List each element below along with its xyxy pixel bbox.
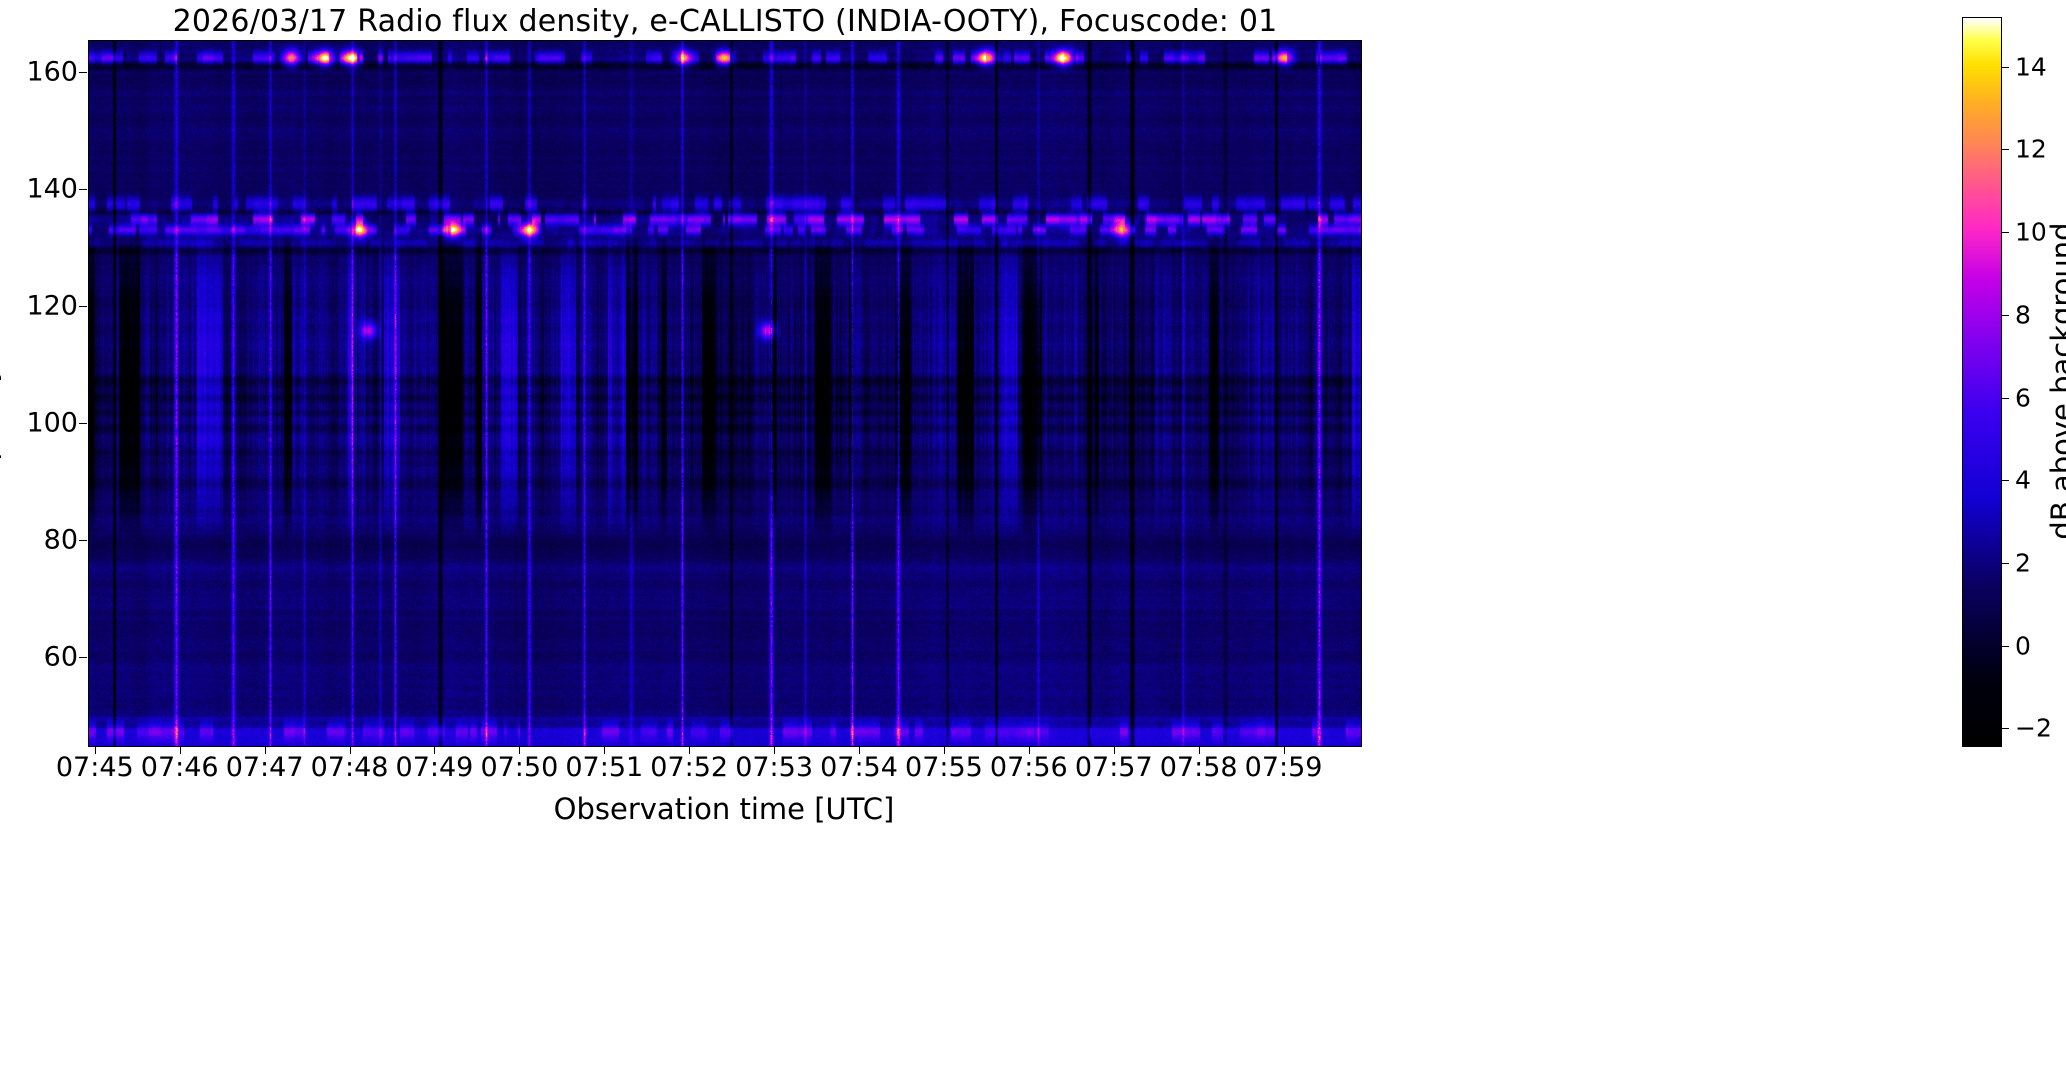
x-tick-label: 07:57 (1074, 752, 1153, 783)
x-tick-label: 07:47 (225, 752, 304, 783)
x-tick-mark (264, 746, 266, 754)
x-tick-label: 07:49 (395, 752, 474, 783)
x-tick-mark (604, 746, 606, 754)
x-tick-mark (1283, 746, 1285, 754)
colorbar-tick-label: 14 (2015, 52, 2047, 82)
x-tick-label: 07:50 (480, 752, 559, 783)
colorbar-tick-label: 8 (2015, 300, 2031, 330)
colorbar-tick-mark (2001, 480, 2009, 482)
x-axis-label: Observation time [UTC] (553, 792, 895, 826)
x-tick-label: 07:53 (735, 752, 813, 783)
figure-title: 2026/03/17 Radio flux density, e-CALLIST… (172, 4, 1278, 39)
y-tick-label: 140 (26, 173, 78, 205)
y-tick-mark (79, 72, 87, 74)
x-tick-mark (1198, 746, 1200, 754)
x-tick-label: 07:45 (55, 752, 134, 783)
y-tick-mark (79, 189, 87, 191)
y-tick-mark (79, 423, 87, 425)
x-tick-mark (349, 746, 351, 754)
colorbar-tick-mark (2001, 645, 2009, 647)
x-tick-label: 07:58 (1159, 752, 1238, 783)
colorbar (1962, 17, 2002, 747)
y-tick-label: 100 (26, 407, 78, 439)
x-tick-mark (179, 746, 181, 754)
y-tick-label: 160 (26, 56, 78, 88)
y-tick-label: 60 (43, 641, 78, 673)
colorbar-tick-label: 6 (2015, 383, 2031, 413)
colorbar-tick-label: 10 (2015, 217, 2047, 247)
x-tick-label: 07:48 (310, 752, 389, 783)
x-tick-mark (774, 746, 776, 754)
spectrogram-plot-area (88, 40, 1362, 747)
x-tick-mark (943, 746, 945, 754)
colorbar-tick-mark (2001, 66, 2009, 68)
x-tick-mark (94, 746, 96, 754)
x-tick-mark (1113, 746, 1115, 754)
colorbar-tick-label: 12 (2015, 134, 2047, 164)
x-tick-mark (1028, 746, 1030, 754)
y-tick-mark (79, 540, 87, 542)
colorbar-tick-mark (2001, 314, 2009, 316)
x-tick-label: 07:46 (140, 752, 219, 783)
spectrogram-image (89, 41, 1361, 746)
x-tick-label: 07:55 (905, 752, 983, 783)
x-tick-mark (689, 746, 691, 754)
y-tick-mark (79, 657, 87, 659)
colorbar-tick-mark (2001, 232, 2009, 234)
colorbar-tick-label: 4 (2015, 465, 2031, 495)
x-tick-label: 07:56 (989, 752, 1068, 783)
colorbar-tick-mark (2001, 397, 2009, 399)
colorbar-tick-label: −2 (2015, 713, 2052, 743)
y-axis-label: Frequency [MHz] (0, 271, 2, 515)
y-tick-mark (79, 306, 87, 308)
colorbar-label-container: dB above background (2045, 17, 2066, 745)
x-tick-label: 07:51 (565, 752, 644, 783)
colorbar-tick-mark (2001, 563, 2009, 564)
colorbar-tick-mark (2001, 149, 2009, 151)
colorbar-tick-label: 2 (2015, 548, 2031, 578)
x-tick-mark (434, 746, 436, 754)
colorbar-label: dB above background (2045, 222, 2066, 540)
colorbar-tick-label: 0 (2015, 631, 2031, 661)
y-tick-label: 80 (43, 524, 78, 556)
y-tick-label: 120 (26, 290, 78, 322)
x-tick-mark (859, 746, 860, 754)
y-axis-label-container: Frequency [MHz] (0, 0, 50, 705)
colorbar-tick-mark (2001, 728, 2009, 730)
x-tick-label: 07:54 (820, 752, 898, 783)
x-tick-mark (519, 746, 521, 754)
colorbar-gradient (1963, 18, 2001, 746)
x-tick-label: 07:52 (650, 752, 729, 783)
x-tick-label: 07:59 (1244, 752, 1323, 783)
